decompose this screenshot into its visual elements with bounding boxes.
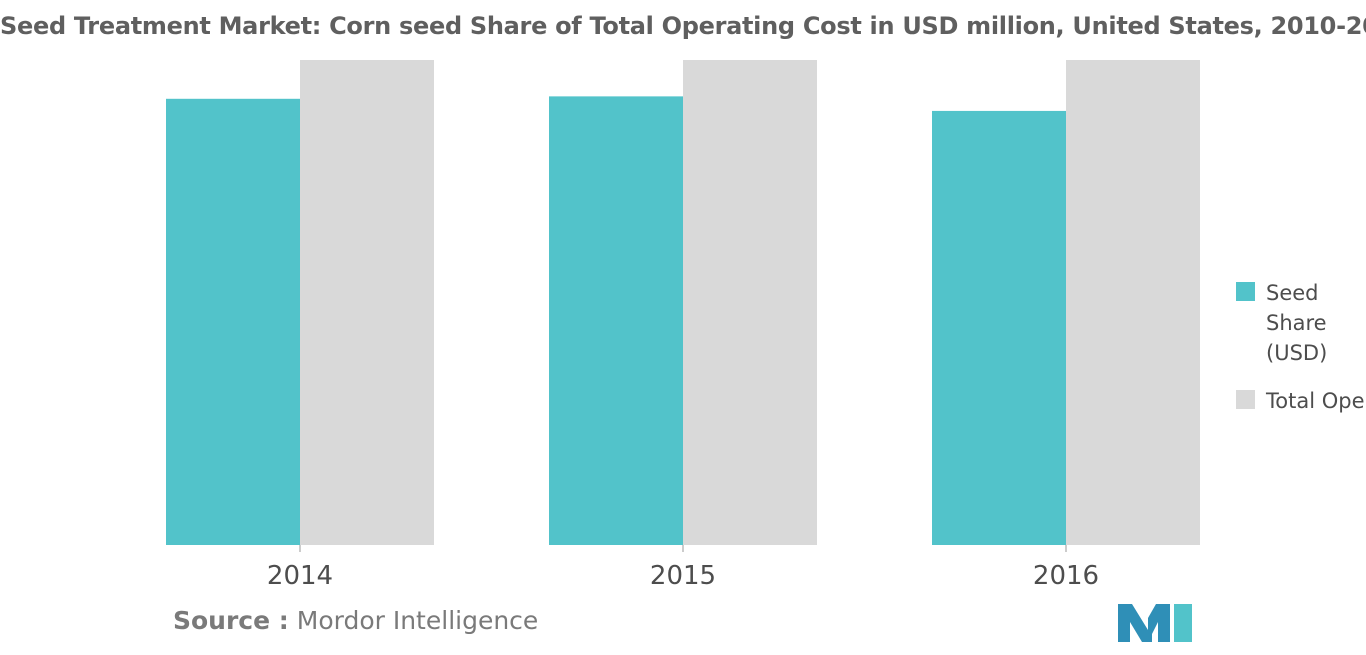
legend-swatch-seed-share	[1236, 282, 1255, 301]
legend-label-total-operating-cost: Total Operating Cost	[1266, 389, 1366, 413]
bar-seed-share-2014	[166, 98, 300, 546]
source-value: Mordor Intelligence	[296, 606, 539, 635]
legend-label-seed-share: Seed Share (USD)	[1266, 281, 1328, 365]
legend-item-seed-share[interactable]: Seed Share (USD)	[1236, 278, 1366, 368]
x-tick-label-2014: 2014	[267, 561, 333, 591]
legend-item-total-operating-cost[interactable]: Total Operating Cost	[1236, 386, 1366, 416]
bar-total-operating-cost-2015	[683, 60, 817, 545]
x-axis-ticks: 2014 2015 2016	[267, 545, 1099, 591]
bar-seed-share-2016	[932, 110, 1066, 546]
bars-group	[166, 60, 1200, 546]
bar-seed-share-2015	[549, 96, 683, 545]
legend-swatch-total-operating-cost	[1236, 390, 1255, 409]
legend: Seed Share (USD) Total Operating Cost	[1236, 278, 1366, 434]
mordor-intelligence-logo-icon	[1118, 604, 1192, 642]
source-note: Source : Mordor Intelligence	[173, 606, 538, 635]
x-tick-label-2016: 2016	[1033, 561, 1099, 591]
chart-title: Seed Treatment Market: Corn seed Share o…	[0, 12, 1366, 40]
source-key: Source :	[173, 606, 289, 635]
bar-total-operating-cost-2016	[1066, 60, 1200, 545]
x-tick-label-2015: 2015	[650, 561, 716, 591]
bar-total-operating-cost-2014	[300, 60, 434, 545]
